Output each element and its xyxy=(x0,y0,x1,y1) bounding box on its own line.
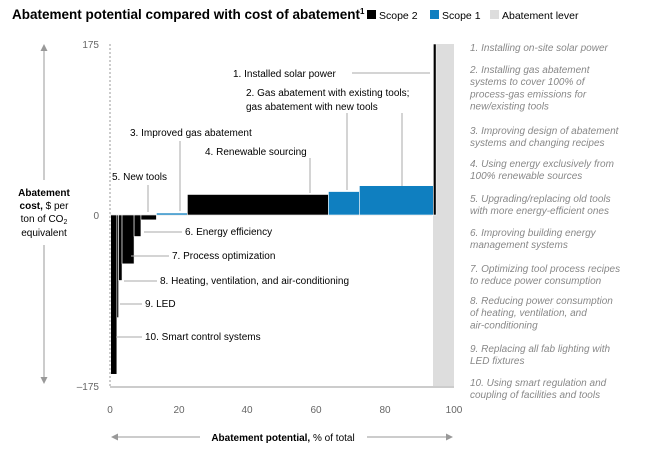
y-axis-arrows xyxy=(40,44,48,384)
lever-description-4-line-2: 100% renewable sources xyxy=(470,171,582,182)
annotation-6: 6. Energy efficiency xyxy=(185,227,272,238)
lever-description-9-line-1: 9. Replacing all fab lighting with xyxy=(470,344,611,355)
bar-lever-2b xyxy=(359,185,434,216)
bars xyxy=(110,43,437,375)
lever-description-3-line-1: 3. Improving design of abatement xyxy=(470,126,620,137)
annotation-4: 4. Renewable sourcing xyxy=(205,147,307,158)
x-tick-0: 0 xyxy=(107,405,113,416)
bar-lever-1 xyxy=(433,43,437,216)
legend-label-abatement-lever: Abatement lever xyxy=(502,10,579,22)
chart-title: Abatement potential compared with cost o… xyxy=(12,7,365,22)
x-ticks: 0 20 40 60 80 100 xyxy=(107,405,463,416)
legend-swatch-scope-1 xyxy=(430,10,439,19)
legend-label-scope-1: Scope 1 xyxy=(442,10,481,22)
annotation-1: 1. Installed solar power xyxy=(233,69,337,80)
y-axis-label-line-1: Abatement xyxy=(18,188,70,199)
annotation-7: 7. Process optimization xyxy=(172,251,275,262)
lever-description-6-line-1: 6. Improving building energy xyxy=(470,228,597,239)
y-axis-label-line-4: equivalent xyxy=(21,228,67,239)
lever-descriptions: 1. Installing on-site solar power 2. Inst… xyxy=(469,43,620,401)
bar-lever-3 xyxy=(156,212,188,216)
bar-lever-10 xyxy=(110,214,118,375)
x-tick-80: 80 xyxy=(379,405,391,416)
lever-description-2-line-1: 2. Installing gas abatement xyxy=(469,65,591,76)
annotation-2-line-2: gas abatement with new tools xyxy=(246,102,378,113)
y-axis-label-line-3: ton of CO2 xyxy=(21,214,68,226)
bar-lever-2a xyxy=(328,191,360,216)
y-axis-label: Abatement cost, $ per ton of CO2 equival… xyxy=(18,188,70,239)
annotation-2-line-1: 2. Gas abatement with existing tools; xyxy=(246,88,409,99)
legend-swatch-scope-2 xyxy=(367,10,376,19)
bar-lever-5 xyxy=(140,214,157,221)
lever-description-4-line-1: 4. Using energy exclusively from xyxy=(470,159,614,170)
x-tick-40: 40 xyxy=(241,405,253,416)
x-tick-100: 100 xyxy=(446,405,463,416)
lever-description-5-line-2: with more energy-efficient ones xyxy=(470,206,609,217)
annotation-9: 9. LED xyxy=(145,299,176,310)
x-axis-arrows xyxy=(111,433,453,441)
lever-description-10-line-1: 10. Using smart regulation and xyxy=(470,378,607,389)
bar-annotations: 1. Installed solar power 2. Gas abatemen… xyxy=(112,69,409,343)
x-tick-20: 20 xyxy=(173,405,185,416)
legend-swatch-abatement-lever xyxy=(490,10,499,19)
lever-description-5-line-1: 5. Upgrading/replacing old tools xyxy=(470,194,611,205)
legend-label-scope-2: Scope 2 xyxy=(379,10,418,22)
lever-description-2-line-2: systems to cover 100% of xyxy=(470,77,586,88)
y-tick-175: 175 xyxy=(82,40,99,51)
bar-lever-6 xyxy=(133,214,142,237)
lever-description-8-line-3: air-conditioning xyxy=(470,320,538,331)
bar-lever-7 xyxy=(121,214,135,265)
x-axis-label: Abatement potential, % of total xyxy=(211,433,354,444)
lever-description-3-line-2: systems and changing recipes xyxy=(470,138,605,149)
lever-description-7-line-2: to reduce power consumption xyxy=(470,276,602,287)
lever-description-9-line-2: LED fixtures xyxy=(470,356,524,367)
bar-lever-8 xyxy=(118,214,123,281)
bar-lever-4 xyxy=(187,194,329,216)
lever-description-2-line-3: process-gas emissions for xyxy=(469,89,587,100)
lever-description-10-line-2: coupling of facilities and tools xyxy=(470,390,600,401)
lever-description-1-line-1: 1. Installing on-site solar power xyxy=(470,43,609,54)
leader-lines xyxy=(116,72,430,338)
lever-description-7-line-1: 7. Optimizing tool process recipes xyxy=(470,264,620,275)
y-tick-0: 0 xyxy=(93,211,99,222)
x-tick-60: 60 xyxy=(310,405,322,416)
annotation-8: 8. Heating, ventilation, and air-conditi… xyxy=(160,276,349,287)
abatement-lever-band xyxy=(433,44,454,386)
y-axis-label-line-2: cost, $ per xyxy=(20,201,70,212)
lever-description-8-line-2: of heating, ventilation, and xyxy=(470,308,587,319)
annotation-5: 5. New tools xyxy=(112,172,167,183)
lever-description-8-line-1: 8. Reducing power consumption xyxy=(470,296,613,307)
annotation-10: 10. Smart control systems xyxy=(145,332,261,343)
y-tick-minus-175: –175 xyxy=(77,382,100,393)
legend: Scope 2 Scope 1 Abatement lever xyxy=(367,10,579,22)
lever-description-6-line-2: management systems xyxy=(470,240,568,251)
annotation-3: 3. Improved gas abatement xyxy=(130,128,252,139)
lever-description-2-line-4: new/existing tools xyxy=(470,102,549,113)
